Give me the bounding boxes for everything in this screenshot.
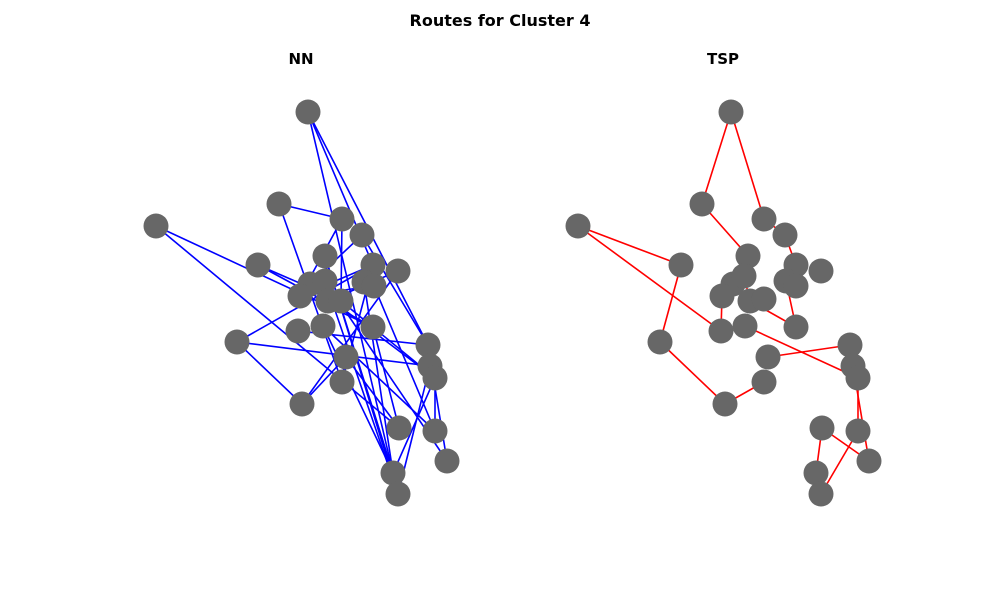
nn-route-edge bbox=[307, 111, 394, 474]
nn-route-node bbox=[310, 313, 336, 339]
tsp-route-edge bbox=[730, 111, 765, 220]
tsp-route-node bbox=[803, 460, 829, 486]
nn-route-node bbox=[287, 283, 313, 309]
tsp-route-edge bbox=[767, 344, 851, 358]
nn-route-node bbox=[380, 460, 406, 486]
tsp-route-edge bbox=[744, 325, 859, 379]
nn-route-node bbox=[312, 243, 338, 269]
tsp-panel-title: TSP bbox=[707, 50, 739, 68]
nn-route-node bbox=[361, 273, 387, 299]
tsp-route-node bbox=[668, 252, 694, 278]
nn-route-node bbox=[224, 329, 250, 355]
tsp-route-edge bbox=[577, 225, 682, 266]
tsp-route-node bbox=[783, 273, 809, 299]
tsp-route-node bbox=[809, 415, 835, 441]
tsp-route-nodes bbox=[565, 99, 882, 507]
nn-route-node bbox=[434, 448, 460, 474]
nn-route-nodes bbox=[143, 99, 460, 507]
tsp-panel: TSP bbox=[565, 50, 882, 507]
tsp-route-node bbox=[732, 313, 758, 339]
tsp-route-node bbox=[712, 391, 738, 417]
figure-title: Routes for Cluster 4 bbox=[410, 11, 591, 30]
tsp-route-edge bbox=[659, 341, 726, 405]
nn-route-node bbox=[422, 365, 448, 391]
tsp-route-node bbox=[755, 344, 781, 370]
tsp-route-node bbox=[565, 213, 591, 239]
tsp-route-node bbox=[772, 222, 798, 248]
nn-route-node bbox=[386, 415, 412, 441]
tsp-route-node bbox=[856, 448, 882, 474]
tsp-route-node bbox=[735, 243, 761, 269]
tsp-route-node bbox=[709, 283, 735, 309]
tsp-route-node bbox=[751, 286, 777, 312]
nn-route-edge bbox=[155, 225, 400, 429]
tsp-route-edge bbox=[701, 111, 732, 205]
tsp-route-node bbox=[837, 332, 863, 358]
nn-route-edge bbox=[236, 341, 431, 367]
nn-route-node bbox=[360, 314, 386, 340]
tsp-route-node bbox=[647, 329, 673, 355]
tsp-route-node bbox=[845, 365, 871, 391]
nn-route-node bbox=[285, 318, 311, 344]
nn-route-edge bbox=[340, 218, 343, 302]
nn-route-node bbox=[289, 391, 315, 417]
tsp-route-node bbox=[808, 481, 834, 507]
tsp-route-node bbox=[751, 206, 777, 232]
nn-panel-title: NN bbox=[288, 50, 313, 68]
tsp-route-node bbox=[845, 418, 871, 444]
nn-route-edge bbox=[373, 285, 436, 432]
tsp-route-node bbox=[689, 191, 715, 217]
nn-route-node bbox=[245, 252, 271, 278]
nn-route-edge bbox=[392, 377, 436, 474]
nn-route-edge bbox=[372, 326, 400, 429]
nn-route-node bbox=[422, 418, 448, 444]
nn-route-node bbox=[415, 332, 441, 358]
tsp-route-edge bbox=[577, 225, 722, 332]
nn-route-node bbox=[143, 213, 169, 239]
nn-route-edge bbox=[322, 325, 436, 432]
nn-route-node bbox=[385, 258, 411, 284]
tsp-route-node bbox=[731, 263, 757, 289]
nn-panel: NN bbox=[143, 50, 460, 507]
nn-route-edge bbox=[345, 356, 400, 429]
tsp-route-node bbox=[783, 314, 809, 340]
nn-route-node bbox=[328, 288, 354, 314]
tsp-route-node bbox=[808, 258, 834, 284]
nn-route-node bbox=[266, 191, 292, 217]
nn-route-node bbox=[329, 206, 355, 232]
tsp-route-node bbox=[718, 99, 744, 125]
nn-route-node bbox=[295, 99, 321, 125]
nn-route-node bbox=[312, 268, 338, 294]
nn-route-node bbox=[333, 344, 359, 370]
nn-route-node bbox=[385, 481, 411, 507]
nn-route-edge bbox=[322, 325, 394, 474]
tsp-route-node bbox=[751, 369, 777, 395]
nn-route-edge bbox=[236, 341, 303, 405]
nn-route-node bbox=[349, 222, 375, 248]
tsp-route-node bbox=[708, 318, 734, 344]
nn-route-node bbox=[329, 369, 355, 395]
tsp-route-edge bbox=[659, 264, 682, 343]
